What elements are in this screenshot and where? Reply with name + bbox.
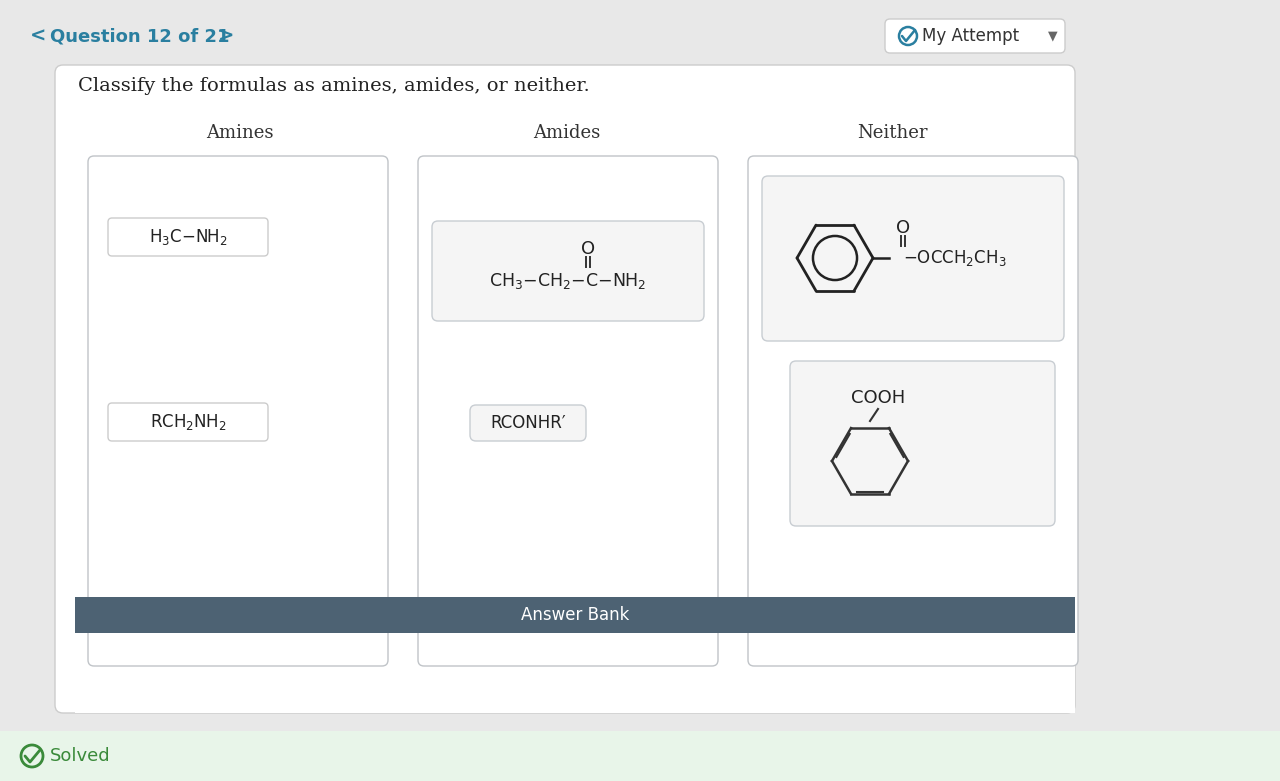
Text: Question 12 of 21: Question 12 of 21 bbox=[50, 27, 229, 45]
FancyBboxPatch shape bbox=[884, 19, 1065, 53]
FancyBboxPatch shape bbox=[108, 218, 268, 256]
Text: COOH: COOH bbox=[851, 389, 905, 407]
FancyBboxPatch shape bbox=[419, 156, 718, 666]
FancyBboxPatch shape bbox=[108, 403, 268, 441]
FancyBboxPatch shape bbox=[55, 65, 1075, 713]
FancyBboxPatch shape bbox=[790, 361, 1055, 526]
FancyBboxPatch shape bbox=[748, 156, 1078, 666]
Text: >: > bbox=[218, 27, 234, 45]
Text: CH$_3$$-$CH$_2$$-$C$-$NH$_2$: CH$_3$$-$CH$_2$$-$C$-$NH$_2$ bbox=[489, 271, 646, 291]
Text: <: < bbox=[29, 27, 46, 45]
Text: Answer Bank: Answer Bank bbox=[521, 606, 630, 624]
FancyBboxPatch shape bbox=[762, 176, 1064, 341]
Text: My Attempt: My Attempt bbox=[922, 27, 1019, 45]
FancyBboxPatch shape bbox=[470, 405, 586, 441]
Text: RCONHR′: RCONHR′ bbox=[490, 414, 566, 432]
Text: O: O bbox=[581, 240, 595, 258]
Text: ▼: ▼ bbox=[1048, 30, 1057, 42]
Text: H$_3$C$-$NH$_2$: H$_3$C$-$NH$_2$ bbox=[148, 227, 228, 247]
Bar bbox=[76, 597, 1075, 633]
FancyBboxPatch shape bbox=[88, 156, 388, 666]
Bar bbox=[0, 731, 1280, 781]
Text: $-$OCCH$_2$CH$_3$: $-$OCCH$_2$CH$_3$ bbox=[902, 248, 1006, 268]
Text: Neither: Neither bbox=[856, 124, 927, 142]
Text: Amides: Amides bbox=[534, 124, 600, 142]
Bar bbox=[76, 633, 1075, 713]
Text: Classify the formulas as amines, amides, or neither.: Classify the formulas as amines, amides,… bbox=[78, 77, 590, 95]
FancyBboxPatch shape bbox=[433, 221, 704, 321]
Text: Amines: Amines bbox=[206, 124, 274, 142]
Text: O: O bbox=[896, 219, 910, 237]
Text: RCH$_2$NH$_2$: RCH$_2$NH$_2$ bbox=[150, 412, 227, 432]
Text: Solved: Solved bbox=[50, 747, 110, 765]
